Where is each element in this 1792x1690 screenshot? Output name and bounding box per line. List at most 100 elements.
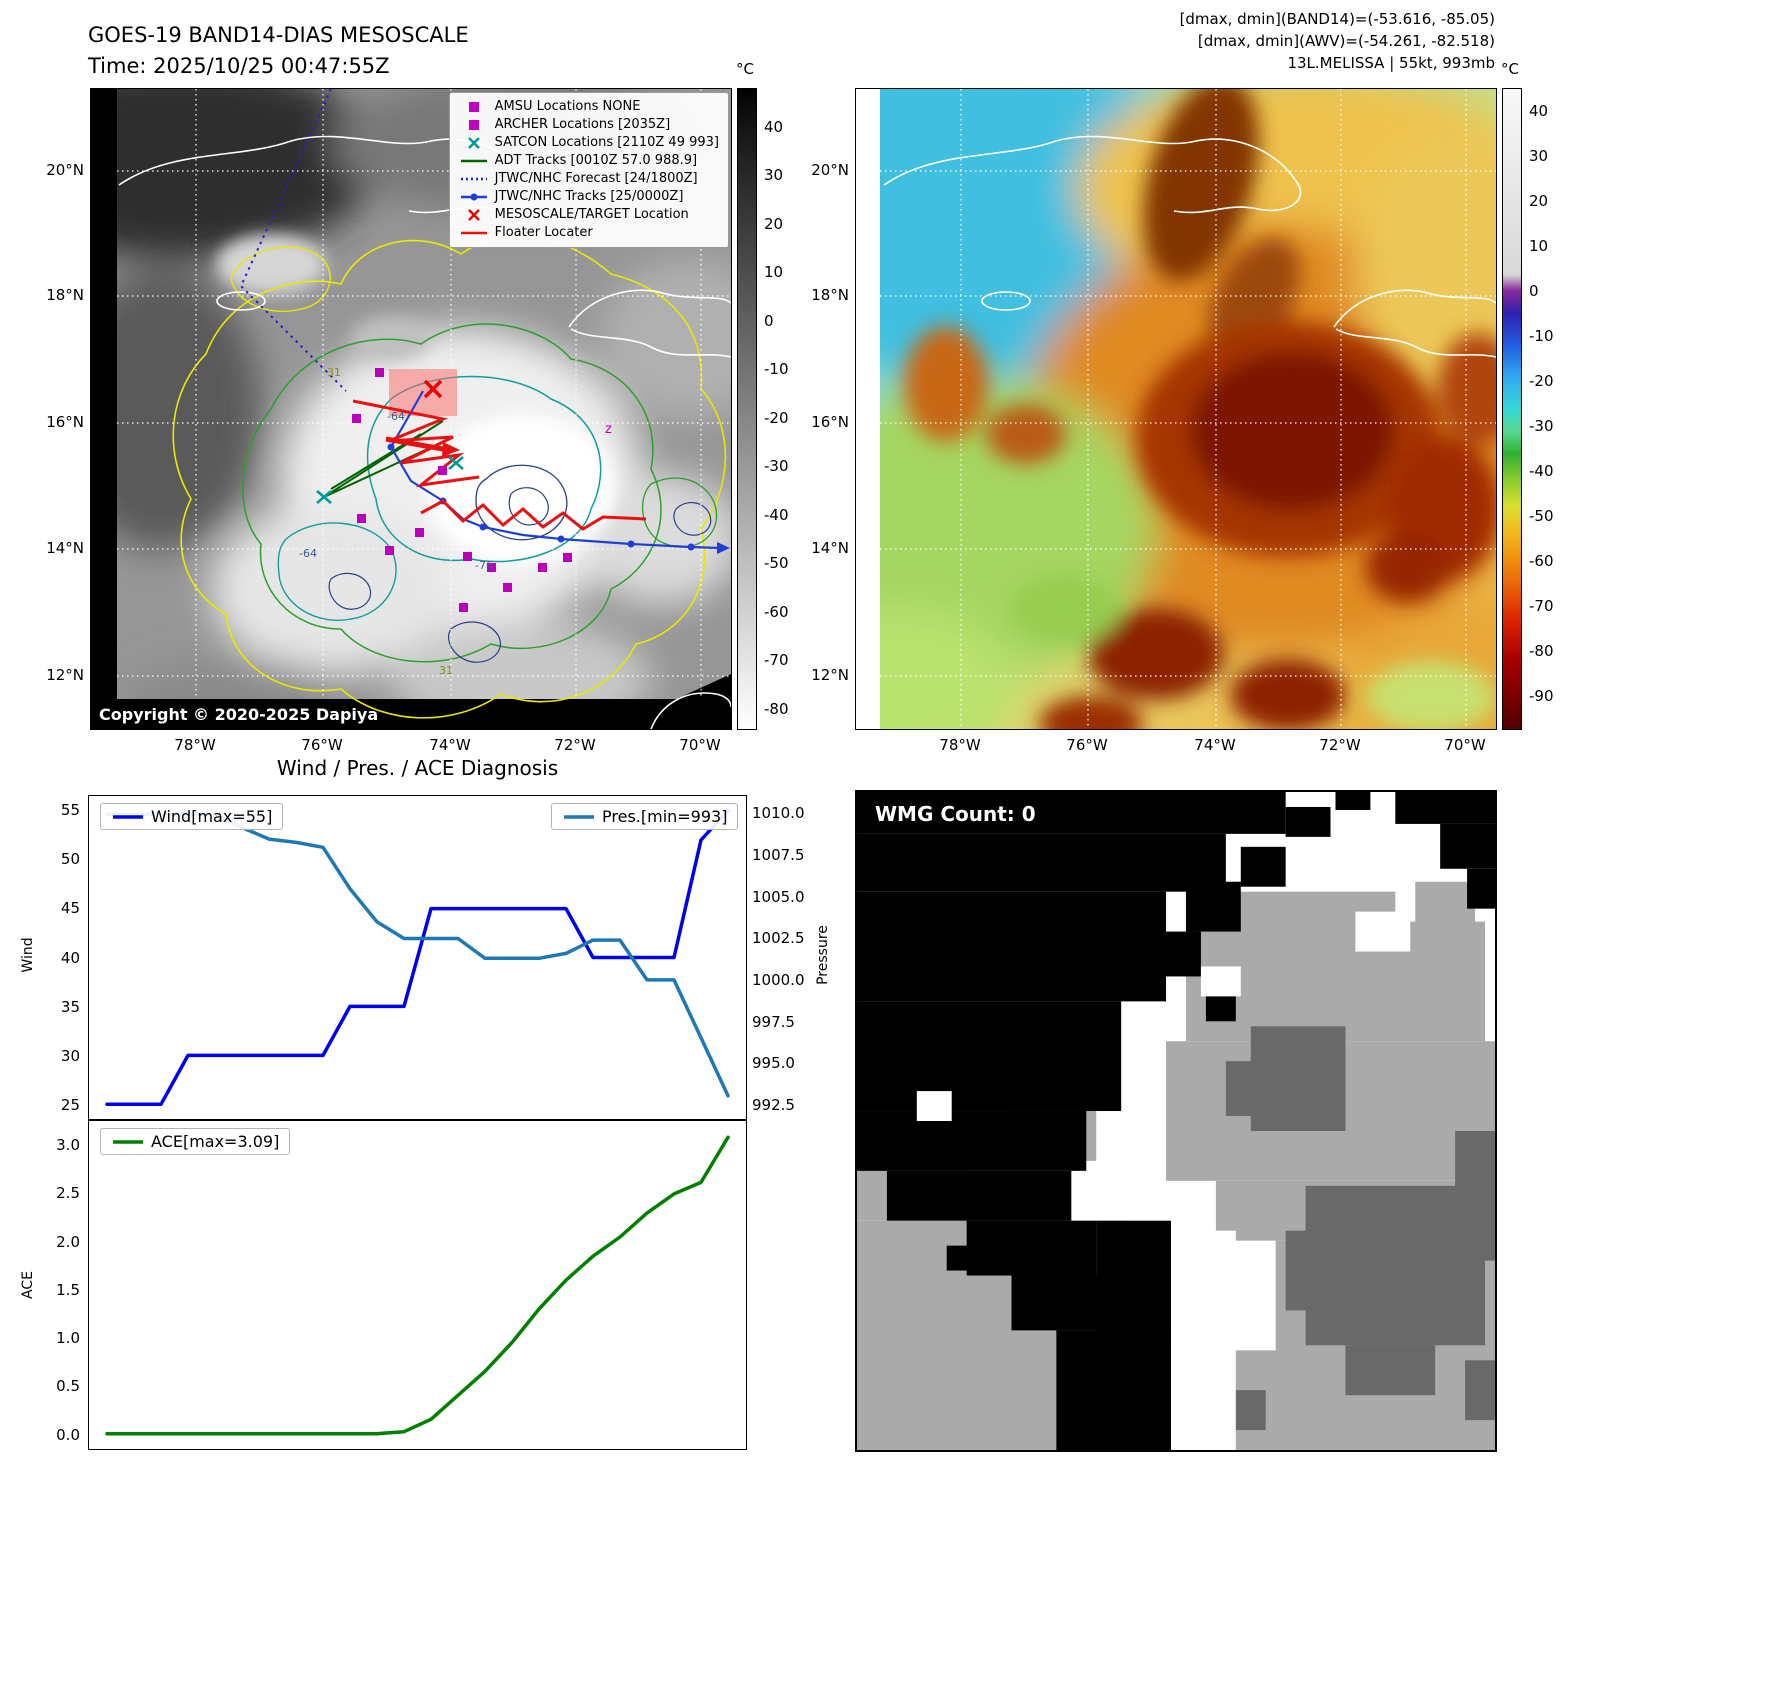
target-x-marker [423, 379, 443, 399]
wind-axis-tick: 45 [60, 899, 80, 918]
awv-colorbar-tick: -30 [1529, 417, 1554, 436]
awv-colorbar-tick: -40 [1529, 462, 1554, 481]
copyright-text: Copyright © 2020-2025 Dapiya [99, 705, 379, 724]
z-marker-label: z [605, 422, 612, 437]
band14-lat-tick: 20°N [46, 161, 84, 179]
awv-header-line2: [dmax, dmin](AWV)=(-54.261, -82.518) [1197, 32, 1495, 50]
archer-locations [352, 368, 572, 612]
coastlines [883, 135, 1496, 358]
band14-lat-tick: 18°N [46, 286, 84, 304]
band14-colorbar-tick: 30 [764, 166, 784, 185]
legend-item: ADT Tracks [0010Z 57.0 988.9] [460, 153, 698, 168]
wind-pressure-chart [88, 795, 747, 1120]
band14-lon-tick: 70°W [679, 736, 721, 754]
wind-axis-tick: 50 [60, 850, 80, 868]
awv-header-line1: [dmax, dmin](BAND14)=(-53.616, -85.05) [1179, 10, 1495, 28]
satcon-x-marker [316, 456, 464, 504]
wind-axis-tick: 40 [60, 948, 80, 967]
wind-pressure-plot [105, 808, 730, 1107]
awv-colorbar-tick: -80 [1529, 642, 1554, 661]
awv-lon-tick: 70°W [1444, 736, 1486, 754]
wind-axis-tick: 35 [60, 997, 80, 1016]
wmg-image [857, 792, 1495, 1450]
awv-colorbar-tick: 40 [1529, 101, 1549, 120]
band14-map: -64 -64 -76 31 31 z AMSU Locations NONE A… [90, 88, 732, 730]
series-line [105, 1135, 730, 1436]
pressure-axis-tick: 997.5 [752, 1012, 795, 1031]
legend-item: Floater Locater [460, 225, 593, 240]
awv-lon-tick: 74°W [1194, 736, 1236, 754]
contour-label: 31 [327, 366, 341, 379]
awv-colorbar-tick: 10 [1529, 236, 1549, 255]
contour-label: -64 [387, 410, 405, 423]
contour-label: -64 [299, 547, 317, 560]
pressure-legend: Pres.[min=993] [551, 803, 739, 830]
wind-axis-label: Wind [20, 937, 36, 973]
band14-lon-tick: 76°W [301, 736, 343, 754]
ace-chart [88, 1120, 747, 1450]
awv-colorbar-tick: -70 [1529, 597, 1554, 616]
band14-lat-tick: 12°N [46, 666, 84, 684]
band14-colorbar-unit: °C [736, 60, 754, 78]
band14-title-line2: Time: 2025/10/25 00:47:55Z [88, 54, 390, 78]
band14-colorbar-tick: 20 [764, 214, 784, 233]
band14-lon-tick: 78°W [174, 736, 216, 754]
wmg-count-label: WMG Count: 0 [875, 802, 1036, 826]
contour-label: 31 [439, 664, 453, 677]
band14-colorbar-tick: -80 [764, 699, 789, 718]
awv-colorbar-tick: -50 [1529, 507, 1554, 526]
band14-colorbar-tick: 40 [764, 117, 784, 136]
band14-title: GOES-19 BAND14-DIAS MESOSCALE Time: 2025… [88, 20, 469, 82]
jtwc-forecast-track [239, 89, 347, 392]
awv-lat-tick: 12°N [811, 666, 849, 684]
awv-lon-tick: 78°W [939, 736, 981, 754]
awv-header: [dmax, dmin](BAND14)=(-53.616, -85.05) [… [1180, 8, 1495, 74]
wind-axis-tick: 55 [60, 800, 80, 819]
awv-colorbar-tick: 20 [1529, 191, 1549, 210]
ace-axis-tick: 2.5 [56, 1184, 80, 1203]
contour-label: -76 [475, 559, 493, 572]
band14-colorbar-tick: -30 [764, 457, 789, 476]
awv-lat-tick: 16°N [811, 413, 849, 431]
ace-axis-tick: 3.0 [56, 1136, 80, 1155]
ace-axis-label: ACE [20, 1271, 36, 1299]
legend-item: MESOSCALE/TARGET Location [459, 206, 719, 224]
ace-axis-tick: 0.5 [56, 1377, 80, 1396]
band14-lon-tick: 72°W [554, 736, 596, 754]
pressure-axis-tick: 1007.5 [752, 846, 805, 864]
floater-track [352, 399, 647, 531]
awv-lat-tick: 20°N [811, 161, 849, 179]
ace-axis-tick: 1.0 [56, 1329, 80, 1348]
ace-axis-tick: 1.5 [56, 1280, 80, 1299]
ace-axis-tick: 2.0 [56, 1232, 80, 1251]
ace-plot [105, 1135, 730, 1436]
band14-colorbar-tick: -60 [764, 602, 789, 621]
wind-legend: Wind[max=55] [100, 803, 284, 830]
awv-map [855, 88, 1497, 730]
band14-colorbar-tick: -20 [764, 408, 789, 427]
legend-item: AMSU Locations NONE [459, 98, 719, 116]
legend-item: ARCHER Locations [2035Z] [459, 116, 719, 134]
ace-axis-tick: 0.0 [56, 1425, 80, 1444]
band14-colorbar-tick: 10 [764, 263, 784, 282]
wind-axis-tick: 30 [60, 1046, 80, 1065]
pressure-axis-tick: 1000.0 [752, 971, 805, 989]
band14-colorbar-tick: -10 [764, 360, 789, 379]
awv-colorbar-tick: 0 [1529, 281, 1539, 300]
band14-lon-tick: 74°W [429, 736, 471, 754]
awv-colorbar-unit: °C [1501, 60, 1519, 78]
band14-colorbar [737, 88, 757, 730]
wmg-panel: WMG Count: 0 [855, 790, 1497, 1452]
pressure-axis-tick: 1005.0 [752, 887, 805, 906]
awv-lon-tick: 76°W [1066, 736, 1108, 754]
band14-legend: AMSU Locations NONE ARCHER Locations [203… [448, 92, 729, 248]
band14-colorbar-tick: -70 [764, 651, 789, 670]
awv-satellite-image [856, 89, 1496, 729]
awv-colorbar-tick: -90 [1529, 687, 1554, 706]
awv-lon-tick: 72°W [1319, 736, 1361, 754]
pressure-axis-tick: 1002.5 [752, 929, 805, 948]
diagnosis-title: Wind / Pres. / ACE Diagnosis [276, 756, 559, 780]
legend-item: SATCON Locations [2110Z 49 993] [459, 134, 719, 152]
pressure-axis-tick: 995.0 [752, 1054, 795, 1073]
